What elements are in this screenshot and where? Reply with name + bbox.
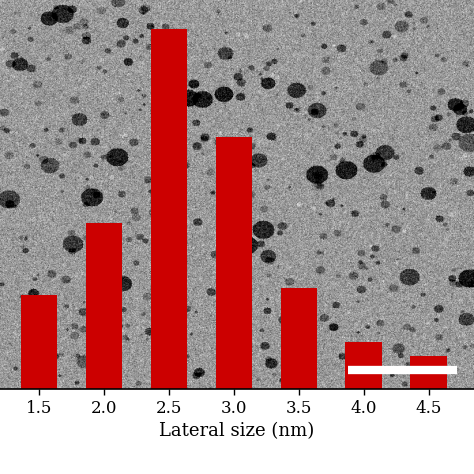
Bar xyxy=(346,342,382,389)
X-axis label: Lateral size (nm): Lateral size (nm) xyxy=(159,422,315,440)
Bar xyxy=(21,295,57,389)
Bar xyxy=(410,356,447,389)
Bar xyxy=(86,223,122,389)
Bar xyxy=(216,137,252,389)
Bar xyxy=(151,29,187,389)
Bar xyxy=(281,288,317,389)
